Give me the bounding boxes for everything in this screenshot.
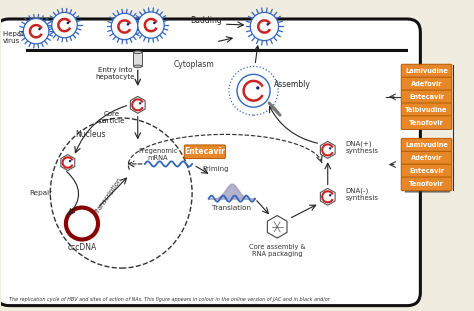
Circle shape [127, 23, 129, 26]
Circle shape [153, 22, 155, 24]
Circle shape [257, 20, 272, 34]
Ellipse shape [134, 65, 142, 68]
FancyBboxPatch shape [401, 177, 452, 191]
FancyBboxPatch shape [401, 77, 452, 91]
Circle shape [67, 22, 69, 24]
FancyBboxPatch shape [184, 145, 226, 159]
Circle shape [144, 18, 158, 32]
FancyBboxPatch shape [401, 116, 452, 129]
Text: The replication cycle of HBV and sites of action of NAs. This figure appears in : The replication cycle of HBV and sites o… [9, 298, 330, 303]
Text: Repair: Repair [29, 190, 53, 196]
Text: Assembly: Assembly [274, 80, 311, 89]
Text: Tenofovir: Tenofovir [409, 181, 444, 187]
Text: Pregenomic
mRNA: Pregenomic mRNA [138, 148, 177, 161]
Text: Adefovir: Adefovir [410, 155, 442, 161]
Text: Entecavir: Entecavir [409, 94, 444, 100]
FancyBboxPatch shape [401, 103, 452, 117]
Text: Entecavir: Entecavir [184, 147, 225, 156]
FancyBboxPatch shape [134, 52, 142, 66]
Text: Telbivudine: Telbivudine [405, 107, 448, 113]
Circle shape [139, 102, 141, 104]
Text: Transcription: Transcription [94, 176, 123, 215]
Text: cccDNA: cccDNA [67, 244, 97, 253]
Circle shape [57, 18, 72, 32]
Circle shape [329, 147, 331, 150]
Text: Entecavir: Entecavir [409, 168, 444, 174]
Circle shape [111, 13, 138, 39]
FancyBboxPatch shape [0, 19, 420, 306]
Text: Budding: Budding [191, 16, 222, 25]
FancyBboxPatch shape [401, 64, 452, 78]
FancyBboxPatch shape [401, 90, 452, 104]
Text: Tenofovir: Tenofovir [409, 120, 444, 126]
Text: Adefovir: Adefovir [410, 81, 442, 87]
Circle shape [256, 86, 259, 90]
Text: Priming: Priming [202, 166, 229, 172]
Circle shape [38, 28, 41, 30]
Circle shape [138, 12, 164, 38]
Circle shape [52, 12, 77, 38]
Text: DNA(+)
synthesis: DNA(+) synthesis [346, 141, 379, 154]
Text: Core assembly &
RNA packaging: Core assembly & RNA packaging [249, 244, 305, 257]
Text: Lamivudine: Lamivudine [405, 142, 448, 148]
Circle shape [69, 160, 71, 162]
Text: Hepatitis B
virus: Hepatitis B virus [3, 31, 41, 44]
Circle shape [237, 74, 270, 107]
Text: Core
particle: Core particle [99, 110, 125, 123]
FancyBboxPatch shape [401, 151, 452, 165]
Text: Translation: Translation [212, 205, 251, 211]
Text: Nucleus: Nucleus [75, 130, 106, 139]
Circle shape [23, 19, 49, 44]
Circle shape [266, 23, 269, 26]
Text: Cytoplasm: Cytoplasm [174, 59, 215, 68]
Circle shape [118, 20, 132, 34]
Circle shape [29, 24, 43, 38]
Text: DNA(-)
synthesis: DNA(-) synthesis [346, 188, 379, 201]
Circle shape [250, 12, 279, 40]
Text: Lamivudine: Lamivudine [405, 68, 448, 74]
FancyBboxPatch shape [401, 138, 452, 152]
FancyBboxPatch shape [401, 164, 452, 178]
Text: Entry into
hepatocyte: Entry into hepatocyte [95, 67, 135, 80]
Circle shape [229, 66, 278, 115]
Circle shape [329, 194, 331, 197]
Ellipse shape [134, 51, 142, 53]
